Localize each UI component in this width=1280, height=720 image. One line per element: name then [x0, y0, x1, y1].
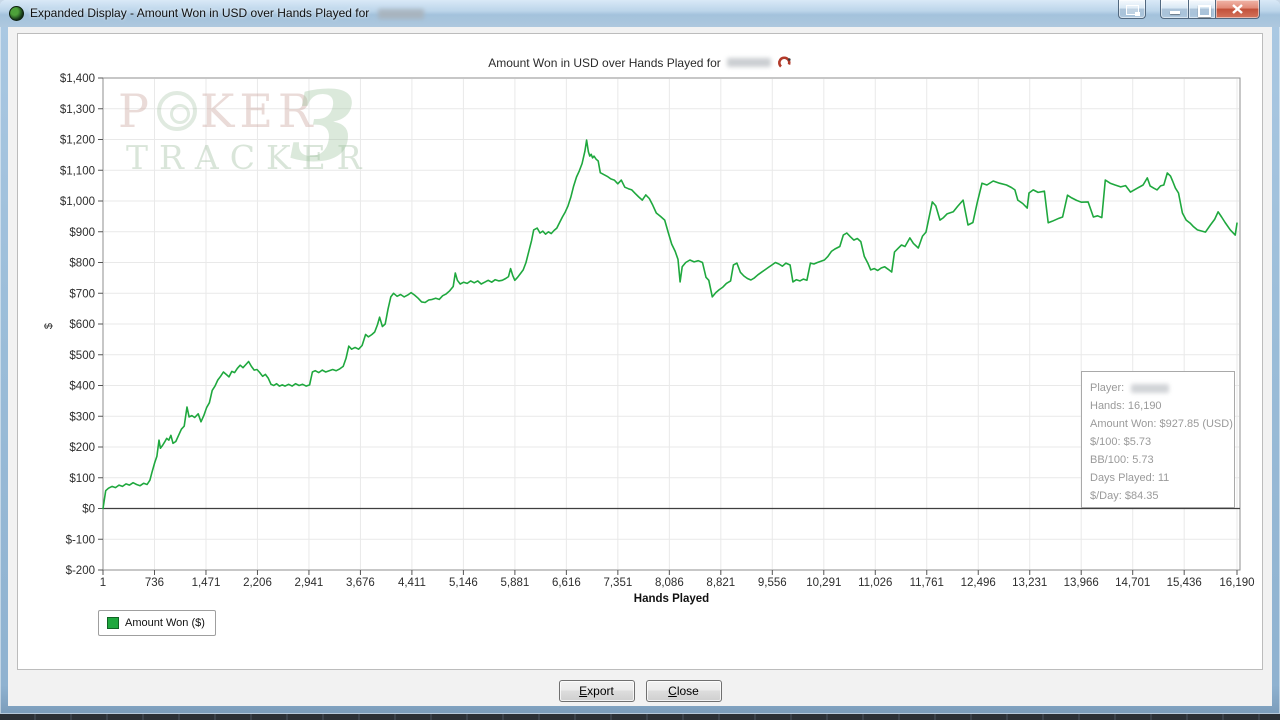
svg-text:2,206: 2,206	[243, 577, 272, 589]
chart-title-text: Amount Won in USD over Hands Played for	[488, 55, 721, 70]
svg-text:Hands Played: Hands Played	[634, 593, 709, 605]
window-title: Expanded Display - Amount Won in USD ove…	[30, 6, 424, 20]
app-icon	[9, 6, 24, 21]
svg-text:$: $	[43, 323, 55, 329]
svg-text:6,616: 6,616	[552, 577, 581, 589]
dialog-client-area	[8, 27, 1272, 706]
amount-won-chart: $1,400 $1,300 $1,200 $1,100 $1,000 $900 $800 $7…	[43, 73, 1255, 605]
svg-text:16,190: 16,190	[1219, 577, 1254, 589]
svg-text:$1,100: $1,100	[60, 165, 95, 177]
close-button[interactable]: Close	[645, 680, 722, 702]
stat-days-played: Days Played: 11	[1090, 472, 1170, 484]
stat-dollars-per-100: $/100: $5.73	[1090, 436, 1152, 448]
svg-text:$200: $200	[69, 442, 95, 454]
popout-icon	[1126, 5, 1140, 16]
svg-text:$500: $500	[69, 350, 95, 362]
svg-text:11,026: 11,026	[858, 577, 892, 589]
player-name-redacted	[1131, 383, 1170, 393]
chart-title: Amount Won in USD over Hands Played for	[0, 55, 1280, 70]
svg-text:8,821: 8,821	[706, 577, 735, 589]
button-row: Export Close	[0, 680, 1280, 702]
svg-text:3,676: 3,676	[346, 577, 375, 589]
svg-text:$800: $800	[69, 258, 95, 270]
taskbar[interactable]	[0, 714, 1280, 720]
legend-swatch-icon	[107, 617, 119, 629]
chart-legend: Amount Won ($)	[98, 610, 216, 636]
svg-text:13,966: 13,966	[1064, 577, 1099, 589]
svg-text:736: 736	[145, 577, 164, 589]
svg-text:10,291: 10,291	[806, 577, 841, 589]
stats-info-box: Player: Hands: 16,190 Amount Won: $927.8…	[1081, 371, 1235, 508]
svg-text:5,881: 5,881	[500, 577, 529, 589]
svg-text:$400: $400	[69, 381, 95, 393]
maximize-icon	[1198, 5, 1211, 17]
svg-text:$1,000: $1,000	[60, 196, 95, 208]
svg-text:$-100: $-100	[66, 534, 95, 546]
svg-text:$900: $900	[69, 227, 95, 239]
svg-text:13,231: 13,231	[1012, 577, 1047, 589]
close-icon	[1232, 4, 1243, 14]
svg-text:$100: $100	[69, 473, 95, 485]
stat-bb-per-100: BB/100: 5.73	[1090, 454, 1154, 466]
svg-text:$1,200: $1,200	[60, 135, 95, 147]
svg-text:5,146: 5,146	[449, 577, 478, 589]
player-name-redacted	[377, 8, 424, 19]
titlebar: Expanded Display - Amount Won in USD ove…	[0, 0, 1280, 27]
svg-text:$300: $300	[69, 411, 95, 423]
pt-logo-icon	[777, 56, 791, 68]
window-title-text: Expanded Display - Amount Won in USD ove…	[30, 6, 370, 20]
svg-text:$600: $600	[69, 319, 95, 331]
player-name-redacted	[726, 58, 771, 67]
minimize-icon	[1170, 11, 1180, 14]
svg-text:11,761: 11,761	[910, 577, 944, 589]
svg-text:$700: $700	[69, 288, 95, 300]
popout-button[interactable]	[1118, 0, 1146, 19]
svg-text:2,941: 2,941	[295, 577, 324, 589]
svg-text:7,351: 7,351	[603, 577, 632, 589]
stat-player: Player:	[1090, 379, 1226, 397]
stat-amount-won: Amount Won: $927.85 (USD)	[1090, 418, 1233, 430]
svg-text:8,086: 8,086	[655, 577, 684, 589]
svg-text:15,436: 15,436	[1167, 577, 1202, 589]
svg-text:4,411: 4,411	[398, 577, 426, 589]
maximize-button[interactable]	[1188, 0, 1216, 19]
legend-label: Amount Won ($)	[125, 617, 205, 629]
close-window-button[interactable]	[1216, 0, 1260, 19]
stat-dollars-per-day: $/Day: $84.35	[1090, 490, 1159, 502]
export-button[interactable]: Export	[558, 680, 635, 702]
svg-text:12,496: 12,496	[961, 577, 996, 589]
svg-text:1: 1	[100, 577, 106, 589]
svg-text:$1,400: $1,400	[60, 73, 95, 85]
svg-text:$1,300: $1,300	[60, 104, 95, 116]
minimize-button[interactable]	[1160, 0, 1188, 19]
svg-text:14,701: 14,701	[1115, 577, 1150, 589]
svg-text:9,556: 9,556	[758, 577, 787, 589]
stat-hands: Hands: 16,190	[1090, 400, 1162, 412]
svg-text:$-200: $-200	[66, 565, 95, 577]
svg-text:$0: $0	[82, 504, 95, 516]
svg-text:1,471: 1,471	[192, 577, 221, 589]
